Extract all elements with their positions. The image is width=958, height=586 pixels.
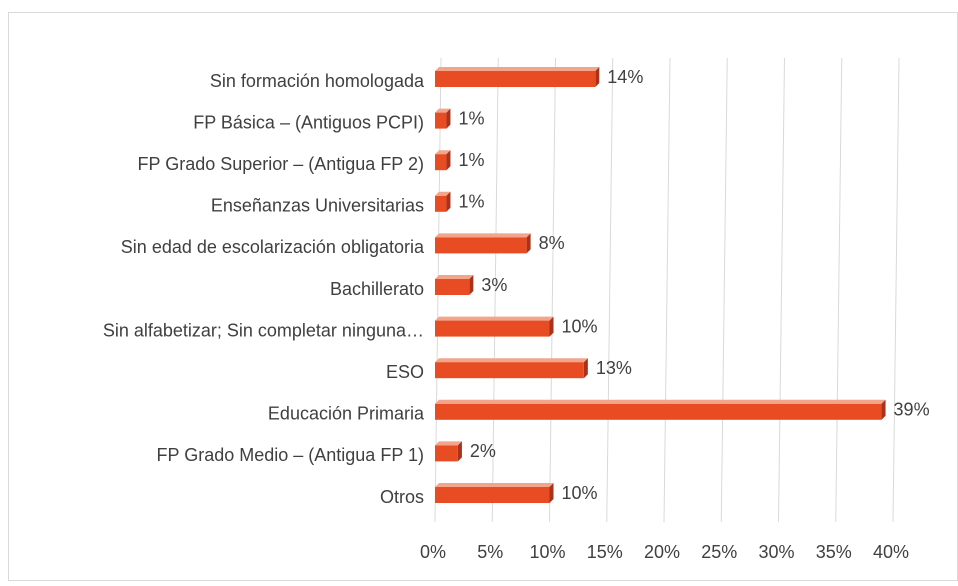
grid-line bbox=[835, 57, 843, 523]
x-tick-label: 20% bbox=[644, 542, 680, 562]
x-tick-label: 35% bbox=[816, 542, 852, 562]
value-label: 10% bbox=[562, 483, 598, 503]
y-tick-label: Bachillerato bbox=[330, 279, 424, 299]
bar bbox=[435, 362, 584, 379]
x-tick-label: 0% bbox=[420, 542, 446, 562]
bar-side bbox=[583, 358, 588, 379]
y-tick-label: FP Básica – (Antiguos PCPI) bbox=[193, 112, 424, 132]
y-tick-label: Otros bbox=[380, 487, 424, 507]
x-tick-label: 25% bbox=[701, 542, 737, 562]
value-label: 3% bbox=[481, 275, 507, 295]
bar-side bbox=[469, 275, 474, 295]
bar-side bbox=[549, 316, 554, 337]
bar bbox=[435, 487, 550, 503]
bar-side bbox=[595, 67, 600, 87]
grid-line bbox=[606, 57, 614, 523]
y-tick-label: Sin formación homologada bbox=[210, 71, 425, 91]
bar-side bbox=[526, 233, 531, 254]
grid-line bbox=[892, 57, 900, 523]
bar-top bbox=[435, 67, 600, 71]
grid-line bbox=[663, 57, 671, 523]
bar-side bbox=[446, 150, 451, 171]
grid-line bbox=[720, 57, 728, 523]
value-label: 8% bbox=[539, 233, 565, 253]
grid-line bbox=[778, 57, 785, 523]
value-label: 14% bbox=[607, 67, 643, 87]
y-tick-label: Sin alfabetizar; Sin completar ninguna… bbox=[103, 320, 424, 340]
bar bbox=[435, 320, 550, 337]
value-label: 39% bbox=[894, 400, 930, 420]
bar-side bbox=[881, 399, 886, 420]
x-tick-label: 5% bbox=[477, 542, 503, 562]
bar-side bbox=[446, 108, 451, 129]
grid-line bbox=[491, 57, 499, 523]
value-label: 2% bbox=[470, 441, 496, 461]
x-tick-label: 15% bbox=[587, 542, 623, 562]
bar bbox=[435, 112, 447, 129]
y-tick-label: ESO bbox=[386, 362, 424, 382]
y-tick-label: Educación Primaria bbox=[268, 404, 425, 424]
bar-side bbox=[457, 441, 462, 462]
value-label: 13% bbox=[596, 358, 632, 378]
bar bbox=[435, 403, 882, 420]
y-tick-label: FP Grado Medio – (Antigua FP 1) bbox=[157, 445, 424, 465]
value-label: 1% bbox=[458, 192, 484, 212]
bar bbox=[435, 195, 447, 212]
value-label: 1% bbox=[458, 108, 484, 128]
y-tick-label: FP Grado Superior – (Antigua FP 2) bbox=[138, 154, 424, 174]
bar-top bbox=[435, 483, 554, 487]
bar-top bbox=[435, 108, 451, 113]
bar-top bbox=[435, 233, 531, 238]
bar bbox=[435, 237, 527, 254]
bar-top bbox=[435, 399, 886, 404]
bar bbox=[435, 445, 458, 462]
bar-top bbox=[435, 191, 451, 196]
x-tick-label: 30% bbox=[758, 542, 794, 562]
y-tick-label: Enseñanzas Universitarias bbox=[211, 196, 424, 216]
bar-top bbox=[435, 358, 588, 363]
bar-side bbox=[446, 191, 451, 212]
value-label: 10% bbox=[562, 316, 598, 336]
bar bbox=[435, 279, 470, 295]
grid-line bbox=[549, 57, 556, 523]
bar bbox=[435, 71, 596, 87]
y-tick-label: Sin edad de escolarización obligatoria bbox=[121, 237, 425, 257]
bar-top bbox=[435, 150, 451, 155]
bar bbox=[435, 154, 447, 171]
bar-top bbox=[435, 275, 474, 279]
bar-top bbox=[435, 441, 462, 446]
x-tick-label: 10% bbox=[529, 542, 565, 562]
bar-side bbox=[549, 483, 554, 503]
value-label: 1% bbox=[458, 150, 484, 170]
bar-top bbox=[435, 316, 554, 321]
x-tick-label: 40% bbox=[873, 542, 909, 562]
